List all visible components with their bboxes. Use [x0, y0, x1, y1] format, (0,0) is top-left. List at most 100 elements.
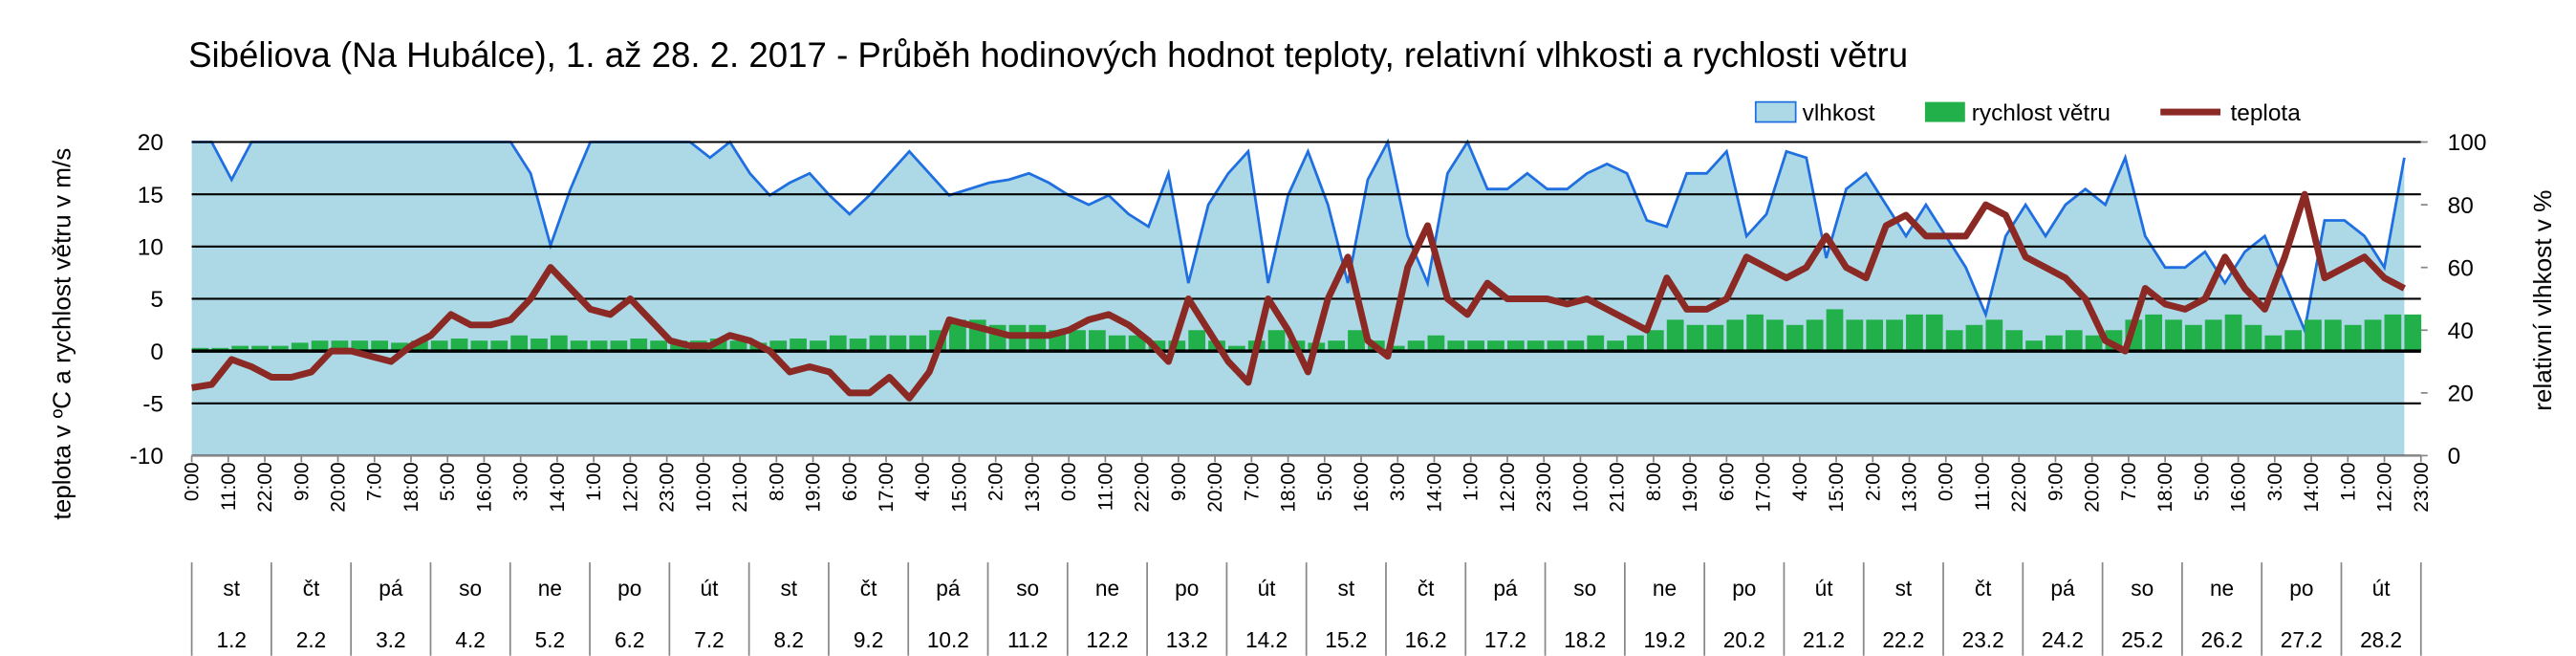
date-label: 10.2	[927, 627, 969, 652]
date-label: 4.2	[455, 627, 486, 652]
date-label: 3.2	[376, 627, 406, 652]
bar	[2344, 324, 2362, 352]
x-tick-label: 5:00	[2191, 462, 2213, 501]
y2-tick-label: 80	[2448, 193, 2474, 219]
x-tick-label: 18:00	[2154, 462, 2176, 512]
y-tick-label: 5	[150, 287, 163, 313]
bar	[510, 335, 528, 352]
legend-item: vlhkost	[1754, 100, 1875, 126]
bar	[2185, 324, 2202, 352]
weekday-label: st	[1895, 576, 1913, 601]
x-tick-label: 13:00	[1022, 462, 1044, 512]
bar	[530, 339, 548, 352]
x-tick-label: 18:00	[1278, 462, 1300, 512]
bar	[1886, 319, 1903, 352]
weekday-label: ne	[2210, 576, 2234, 601]
x-tick-label: 11:00	[1094, 462, 1116, 511]
weekday-label: čt	[1975, 576, 1992, 601]
weekday-label: ne	[538, 576, 562, 601]
weekday-label: čt	[303, 576, 320, 601]
x-tick-label: 14:00	[2301, 462, 2323, 512]
date-label: 25.2	[2121, 627, 2163, 652]
date-label: 14.2	[1245, 627, 1288, 652]
bar	[1726, 319, 1744, 352]
date-label: 19.2	[1643, 627, 1685, 652]
weekday-label: st	[1338, 576, 1355, 601]
bar	[1706, 324, 1724, 352]
date-label: 8.2	[774, 627, 805, 652]
bar	[2046, 335, 2063, 352]
x-tick-label: 10:00	[1569, 462, 1591, 512]
date-label: 11.2	[1007, 627, 1048, 652]
x-tick-label: 3:00	[2264, 462, 2286, 501]
bar	[1447, 340, 1465, 352]
bar	[1108, 335, 1126, 352]
bar	[231, 345, 249, 352]
x-tick-label: 5:00	[437, 462, 459, 501]
x-tick-label: 20:00	[1204, 462, 1226, 512]
date-label: 21.2	[1803, 627, 1845, 652]
bar	[1506, 340, 1525, 352]
date-label: 16.2	[1405, 627, 1447, 652]
bar	[1387, 345, 1405, 352]
y-tick-label: 0	[150, 339, 163, 365]
bar	[1407, 340, 1425, 352]
bar	[1128, 335, 1146, 352]
bar	[1945, 330, 1963, 352]
weekday-label: st	[223, 576, 240, 601]
x-tick-label: 11:00	[218, 462, 240, 511]
bar	[2264, 335, 2283, 352]
bar	[1587, 335, 1605, 352]
weekday-label: čt	[1418, 576, 1435, 601]
x-tick-label: 0:00	[1936, 462, 1958, 501]
legend-item: rychlost větru	[1924, 100, 2111, 126]
bar	[1567, 340, 1585, 352]
bar	[630, 339, 648, 352]
weekday-label: čt	[860, 576, 877, 601]
weekday-label: út	[1815, 576, 1834, 601]
weekday-label: st	[780, 576, 797, 601]
bar	[1607, 340, 1624, 352]
bar	[1348, 330, 1365, 352]
weekday-label: pá	[1493, 576, 1518, 601]
x-tick-label: 16:00	[2228, 462, 2250, 512]
x-tick-label: 10:00	[693, 462, 715, 512]
date-label: 28.2	[2360, 627, 2402, 652]
bar	[2384, 314, 2402, 352]
bar	[1906, 314, 1923, 352]
x-tick-label: 0:00	[1058, 462, 1080, 501]
x-tick-label: 7:00	[364, 462, 386, 501]
weekday-label: so	[459, 576, 482, 601]
bar	[2284, 330, 2302, 352]
x-tick-label: 16:00	[473, 462, 495, 512]
bar	[1806, 319, 1824, 352]
bar	[1666, 319, 1684, 352]
date-label: 9.2	[854, 627, 883, 652]
x-tick-label: 15:00	[948, 462, 970, 512]
bar	[1786, 324, 1804, 352]
bar	[1267, 330, 1286, 352]
bar	[1547, 340, 1565, 352]
bar	[1487, 340, 1504, 352]
x-tick-label: 21:00	[1607, 462, 1629, 512]
bar	[550, 335, 568, 352]
bar	[490, 340, 509, 352]
x-tick-label: 15:00	[1826, 462, 1848, 512]
bar	[1228, 345, 1245, 352]
x-tick-label: 6:00	[839, 462, 861, 501]
x-tick-label: 13:00	[1899, 462, 1921, 512]
x-tick-label: 3:00	[510, 462, 532, 501]
bar	[829, 335, 847, 352]
bar	[371, 340, 389, 352]
bar	[769, 340, 788, 352]
bar	[869, 335, 887, 352]
x-tick-label: 14:00	[1423, 462, 1445, 512]
weekday-label: pá	[936, 576, 961, 601]
bar	[2364, 319, 2382, 352]
x-tick-label: 8:00	[1643, 462, 1665, 501]
y2-axis-label: relativní vlhkost v %	[2528, 190, 2557, 411]
bar	[790, 339, 807, 352]
bar	[391, 342, 408, 352]
y-tick-label: -5	[142, 392, 163, 418]
